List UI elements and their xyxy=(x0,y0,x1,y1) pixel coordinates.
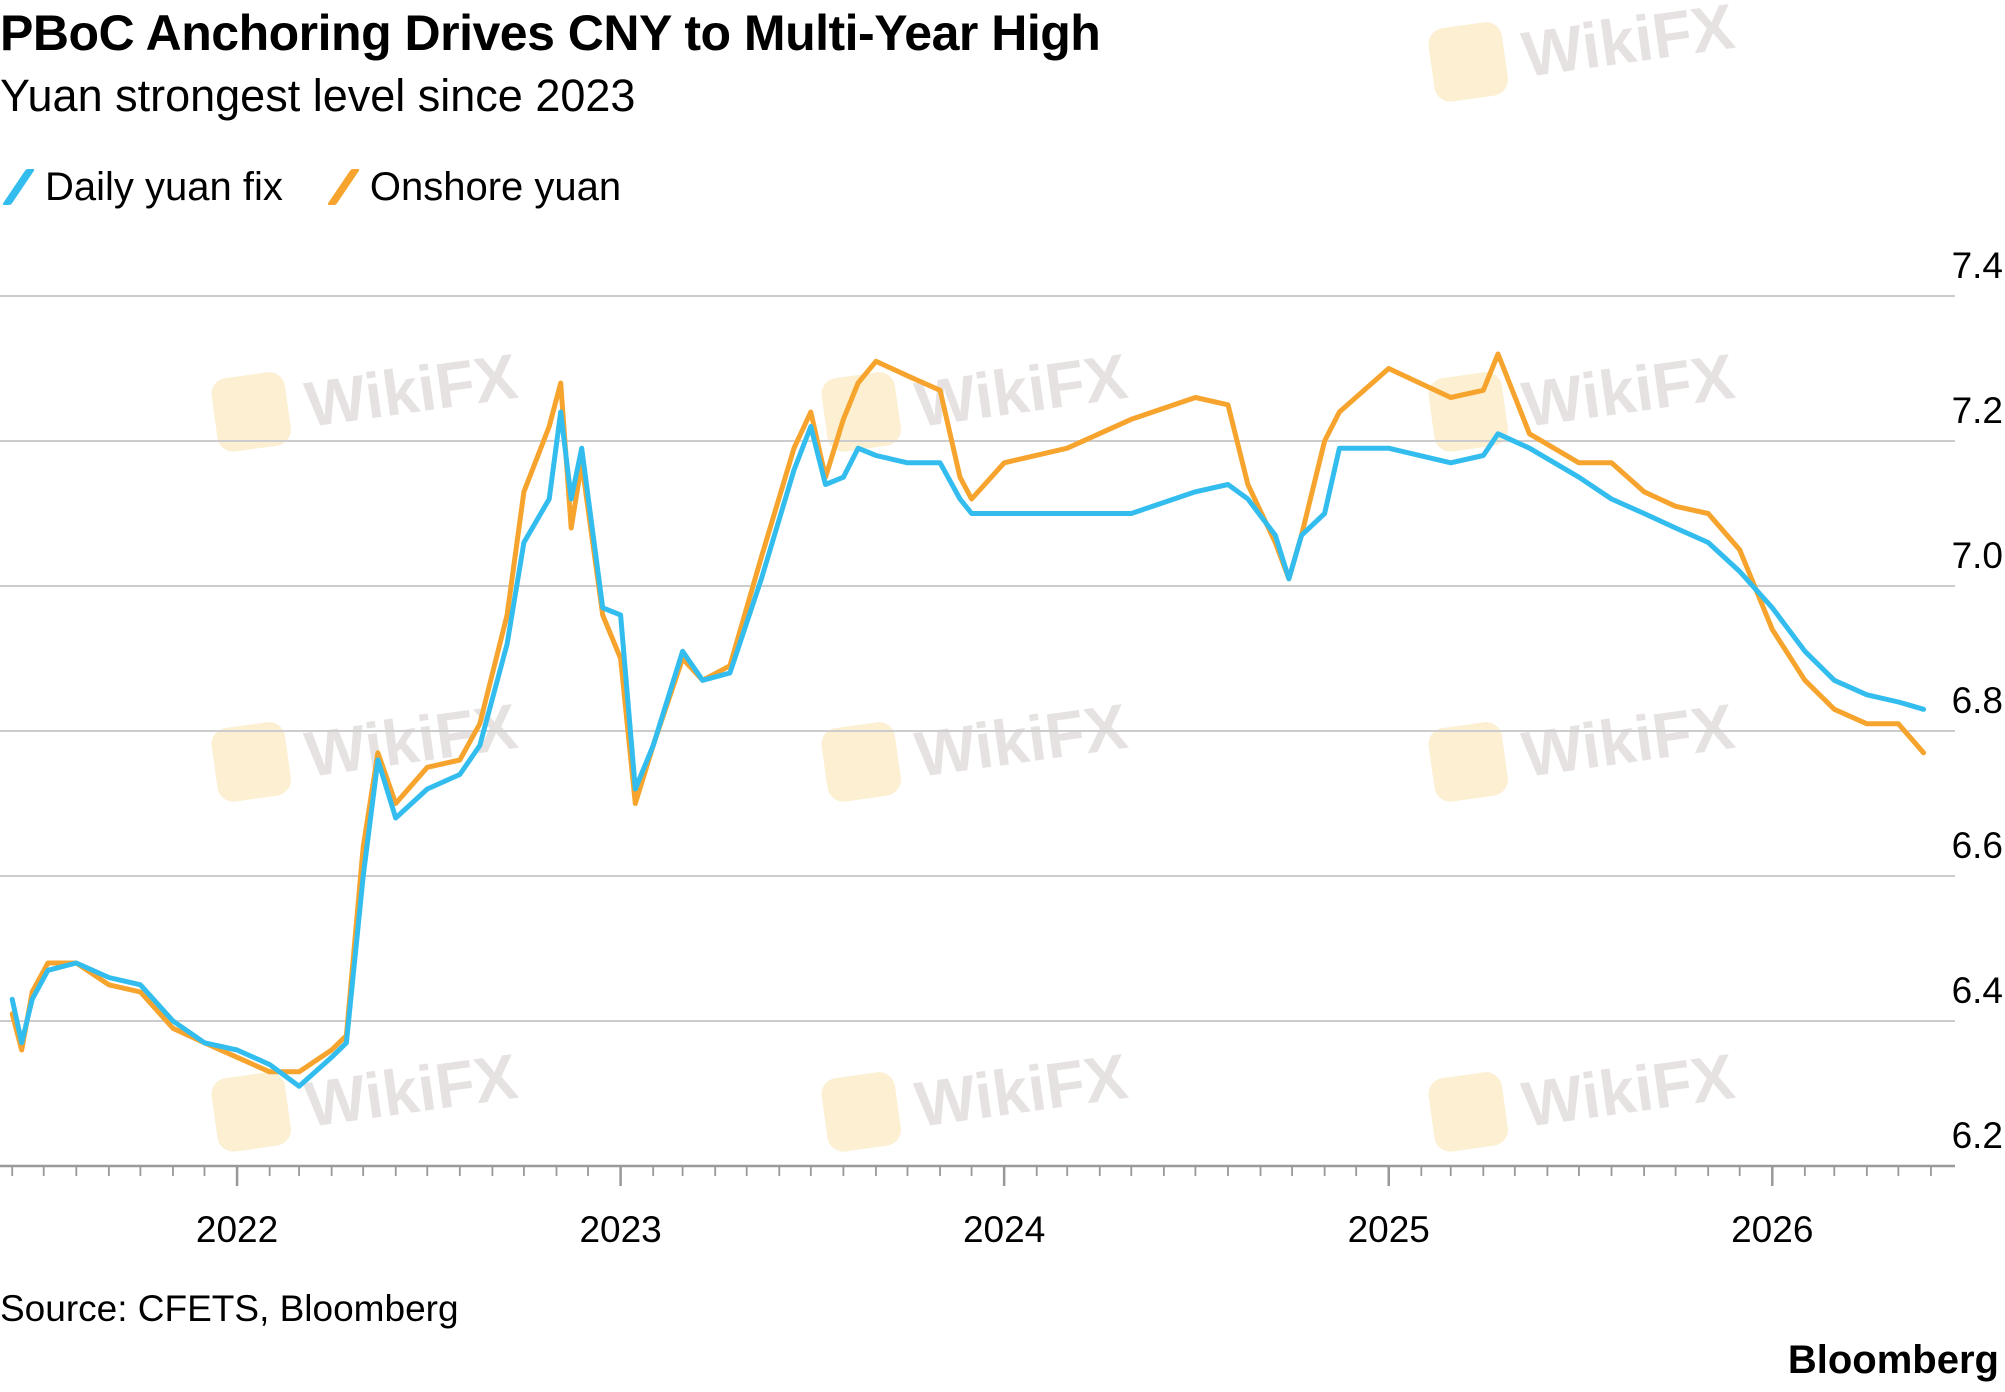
legend: Daily yuan fix Onshore yuan xyxy=(0,160,663,214)
watermark-text: WikiFX xyxy=(1518,1040,1739,1141)
wikifx-logo-icon xyxy=(821,1072,901,1152)
wikifx-logo-icon xyxy=(1428,372,1508,452)
watermark: WikiFX xyxy=(821,340,1132,452)
watermark: WikiFX xyxy=(1428,0,1739,102)
watermark-layer: WikiFX WikiFX WikiFX WikiFX WikiFX WikiFX Wiki… xyxy=(211,0,1739,1152)
source-note: Source: CFETS, Bloomberg xyxy=(0,1288,459,1329)
y-tick-label: 6.6 xyxy=(1952,825,2003,866)
watermark: WikiFX xyxy=(1428,690,1739,802)
watermark-text: WikiFX xyxy=(911,690,1132,791)
legend-label-daily-yuan-fix: Daily yuan fix xyxy=(45,164,283,209)
watermark: WikiFX xyxy=(211,340,522,452)
watermark: WikiFX xyxy=(211,690,522,802)
wikifx-logo-icon xyxy=(211,372,291,452)
y-axis: 6.2 6.4 6.6 6.8 7.0 7.2 7.4 xyxy=(1952,245,2003,1156)
grid-lines xyxy=(0,295,1955,1168)
watermark-text: WikiFX xyxy=(911,340,1132,441)
x-tick-label: 2024 xyxy=(963,1209,1045,1250)
legend-item-onshore-yuan: Onshore yuan xyxy=(325,165,621,210)
wikifx-logo-icon xyxy=(211,722,291,802)
watermark-text: WikiFX xyxy=(301,340,522,441)
series-line-onshore-yuan xyxy=(9,351,1927,1075)
x-tick-label: 2026 xyxy=(1731,1209,1813,1250)
x-tick-label: 2025 xyxy=(1348,1209,1430,1250)
watermark: WikiFX xyxy=(1428,340,1739,452)
watermark: WikiFX xyxy=(821,690,1132,802)
wikifx-logo-icon xyxy=(1428,1072,1508,1152)
x-tick-label: 2023 xyxy=(579,1209,661,1250)
watermark: WikiFX xyxy=(1428,1040,1739,1152)
legend-item-daily-yuan-fix: Daily yuan fix xyxy=(0,165,283,210)
y-tick-label: 7.4 xyxy=(1952,245,2003,286)
y-tick-label: 7.2 xyxy=(1952,390,2003,431)
legend-label-onshore-yuan: Onshore yuan xyxy=(369,164,622,209)
wikifx-logo-icon xyxy=(821,722,901,802)
watermark: WikiFX xyxy=(821,1040,1132,1152)
y-tick-label: 7.0 xyxy=(1952,535,2003,576)
x-tick-label: 2022 xyxy=(196,1209,278,1250)
series-line-daily-yuan-fix xyxy=(9,409,1927,1089)
y-tick-label: 6.4 xyxy=(1952,970,2003,1011)
chart-title: PBoC Anchoring Drives CNY to Multi-Year … xyxy=(0,5,1101,61)
y-tick-label: 6.8 xyxy=(1952,680,2003,721)
bloomberg-logo: Bloomberg xyxy=(1787,1338,1999,1382)
watermark-text: WikiFX xyxy=(911,1040,1132,1141)
chart-subtitle: Yuan strongest level since 2023 xyxy=(0,70,636,121)
watermark-text: WikiFX xyxy=(1518,690,1739,791)
wikifx-logo-icon xyxy=(1428,722,1508,802)
y-tick-label: 6.2 xyxy=(1952,1115,2003,1156)
watermark-text: WikiFX xyxy=(1518,340,1739,441)
wikifx-logo-icon xyxy=(211,1072,291,1152)
x-axis: 2022 2023 2024 2025 2026 xyxy=(11,1166,1932,1250)
watermark: WikiFX xyxy=(211,1040,522,1152)
series-lines xyxy=(9,351,1927,1089)
wikifx-logo-icon xyxy=(1428,22,1508,102)
watermark-text: WikiFX xyxy=(1518,0,1739,91)
